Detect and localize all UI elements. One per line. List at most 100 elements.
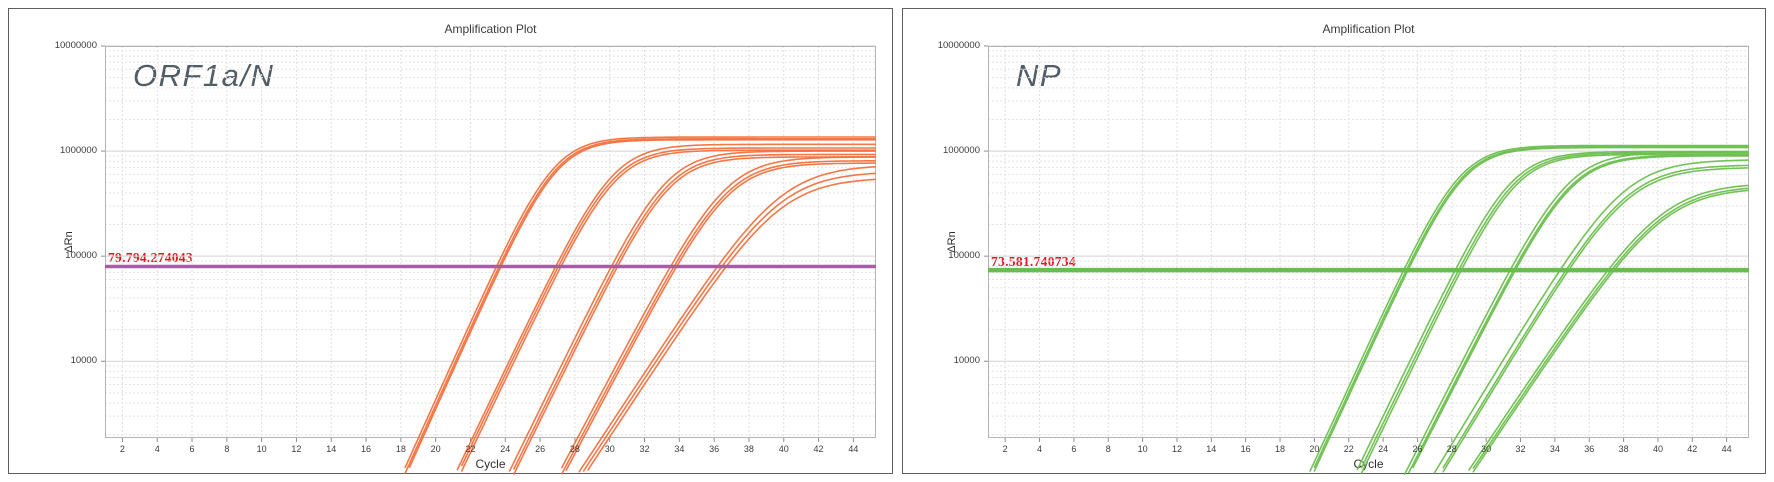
amplification-curve: [587, 178, 876, 471]
plot-area: Amplification Plot NP ΔRn Cycle 73.581.7…: [938, 22, 1749, 476]
amplification-curve: [513, 153, 876, 470]
y-tick-label: 10000: [953, 355, 980, 367]
x-tick-label: 4: [154, 444, 160, 454]
vertical-gridlines: [1004, 46, 1728, 438]
y-tick-label: 100000: [65, 250, 97, 262]
x-tick-label: 2: [1002, 444, 1008, 454]
x-tick-label: 30: [604, 444, 615, 454]
x-tick-label: 44: [1721, 444, 1732, 454]
amplification-curve: [1472, 187, 1749, 469]
x-tick-label: 40: [1652, 444, 1663, 454]
axis-tick-marks: [101, 45, 854, 442]
x-tick-label: 6: [189, 444, 195, 454]
x-tick-label: 16: [361, 444, 372, 454]
chart-title: Amplification Plot: [1322, 22, 1415, 36]
x-tick-label: 10: [1137, 444, 1148, 454]
amplification-curves: [404, 136, 876, 475]
amplification-curve: [508, 150, 876, 472]
y-tick-label: 100000: [948, 250, 980, 262]
amplification-curve: [1412, 155, 1749, 469]
amplification-curve: [461, 149, 876, 472]
x-tick-label: 22: [1343, 444, 1354, 454]
x-tick-label: 4: [1037, 444, 1043, 454]
x-tick-label: 24: [1378, 444, 1389, 454]
x-tick-label: 14: [1206, 444, 1217, 454]
amplification-curve: [461, 147, 876, 467]
y-tick-label: 10000000: [937, 40, 980, 51]
amplification-curve: [456, 143, 876, 471]
amplification-curve: [1442, 167, 1749, 473]
x-axis-label: Cycle: [475, 457, 506, 471]
amplification-curve: [1403, 151, 1749, 476]
x-tick-label: 32: [639, 444, 650, 454]
x-tick-label: 40: [778, 444, 789, 454]
y-axis-label: ΔRn: [63, 231, 75, 253]
y-axis-label: ΔRn: [946, 231, 958, 253]
x-tick-label: 28: [1446, 444, 1457, 454]
x-tick-label: 34: [1549, 444, 1560, 454]
y-tick-label: 1000000: [943, 145, 980, 157]
x-tick-label: 12: [291, 444, 302, 454]
y-tick-label: 10000: [70, 355, 97, 367]
amplification-curve: [561, 156, 876, 469]
chart-title: Amplification Plot: [444, 22, 537, 36]
x-tick-label: 10: [256, 444, 267, 454]
plot-area: Amplification Plot ORF1a/N ΔRn Cycle 79.…: [55, 22, 876, 475]
x-tick-label: 2: [119, 444, 125, 454]
x-tick-label: 38: [743, 444, 754, 454]
x-tick-label: 34: [674, 444, 685, 454]
x-tick-label: 42: [1687, 444, 1698, 454]
y-tick-label: 1000000: [60, 145, 97, 157]
x-tick-label: 20: [1309, 444, 1320, 454]
x-tick-label: 20: [430, 444, 441, 454]
amplification-curve: [1468, 184, 1749, 471]
amplification-curve: [1309, 144, 1749, 472]
amplification-curve: [404, 136, 876, 469]
x-tick-label: 8: [1105, 444, 1111, 454]
x-tick-label: 38: [1618, 444, 1629, 454]
x-tick-label: 36: [709, 444, 720, 454]
amplification-chart: [984, 45, 1749, 476]
x-tick-label: 6: [1071, 444, 1077, 454]
amplification-curve: [1313, 145, 1749, 468]
x-tick-label: 36: [1584, 444, 1595, 454]
x-tick-label: 32: [1515, 444, 1526, 454]
x-tick-label: 18: [395, 444, 406, 454]
threshold-value-label: 73.581.740734: [991, 254, 1076, 270]
vertical-gridlines: [121, 46, 854, 438]
amplification-curve: [565, 162, 876, 471]
panel-np: Amplification Plot NP ΔRn Cycle 73.581.7…: [902, 8, 1766, 476]
amplification-curve: [578, 166, 876, 473]
x-tick-label: 12: [1171, 444, 1182, 454]
amplification-chart: [101, 45, 876, 475]
x-tick-label: 30: [1481, 444, 1492, 454]
amplification-curve: [408, 139, 876, 468]
axis-tick-marks: [984, 45, 1728, 442]
y-tick-label: 10000000: [54, 40, 97, 51]
x-tick-label: 26: [1412, 444, 1423, 454]
x-tick-label: 16: [1240, 444, 1251, 454]
x-tick-label: 14: [326, 444, 337, 454]
x-tick-label: 22: [465, 444, 476, 454]
amplification-curve: [1472, 189, 1749, 473]
amplification-curve: [404, 138, 876, 474]
amplification-curve: [582, 172, 876, 472]
amplification-curve: [1442, 164, 1749, 469]
amplification-curve: [1433, 159, 1749, 474]
plot-frame: [988, 46, 1749, 438]
x-tick-label: 28: [569, 444, 580, 454]
x-tick-label: 42: [813, 444, 824, 454]
x-tick-label: 44: [848, 444, 859, 454]
amplification-curve: [513, 156, 876, 475]
assay-label: ORF1a/N: [133, 58, 275, 93]
x-tick-label: 18: [1275, 444, 1286, 454]
assay-label: NP: [1016, 58, 1063, 93]
horizontal-gridlines: [988, 45, 1749, 436]
threshold-value-label: 79.794.274043: [108, 250, 193, 266]
amplification-curve: [561, 160, 876, 475]
plot-frame: [105, 46, 876, 438]
x-tick-label: 8: [224, 444, 230, 454]
amplification-curve: [1408, 154, 1749, 474]
panel-orf1a-n: Amplification Plot ORF1a/N ΔRn Cycle 79.…: [8, 8, 893, 475]
